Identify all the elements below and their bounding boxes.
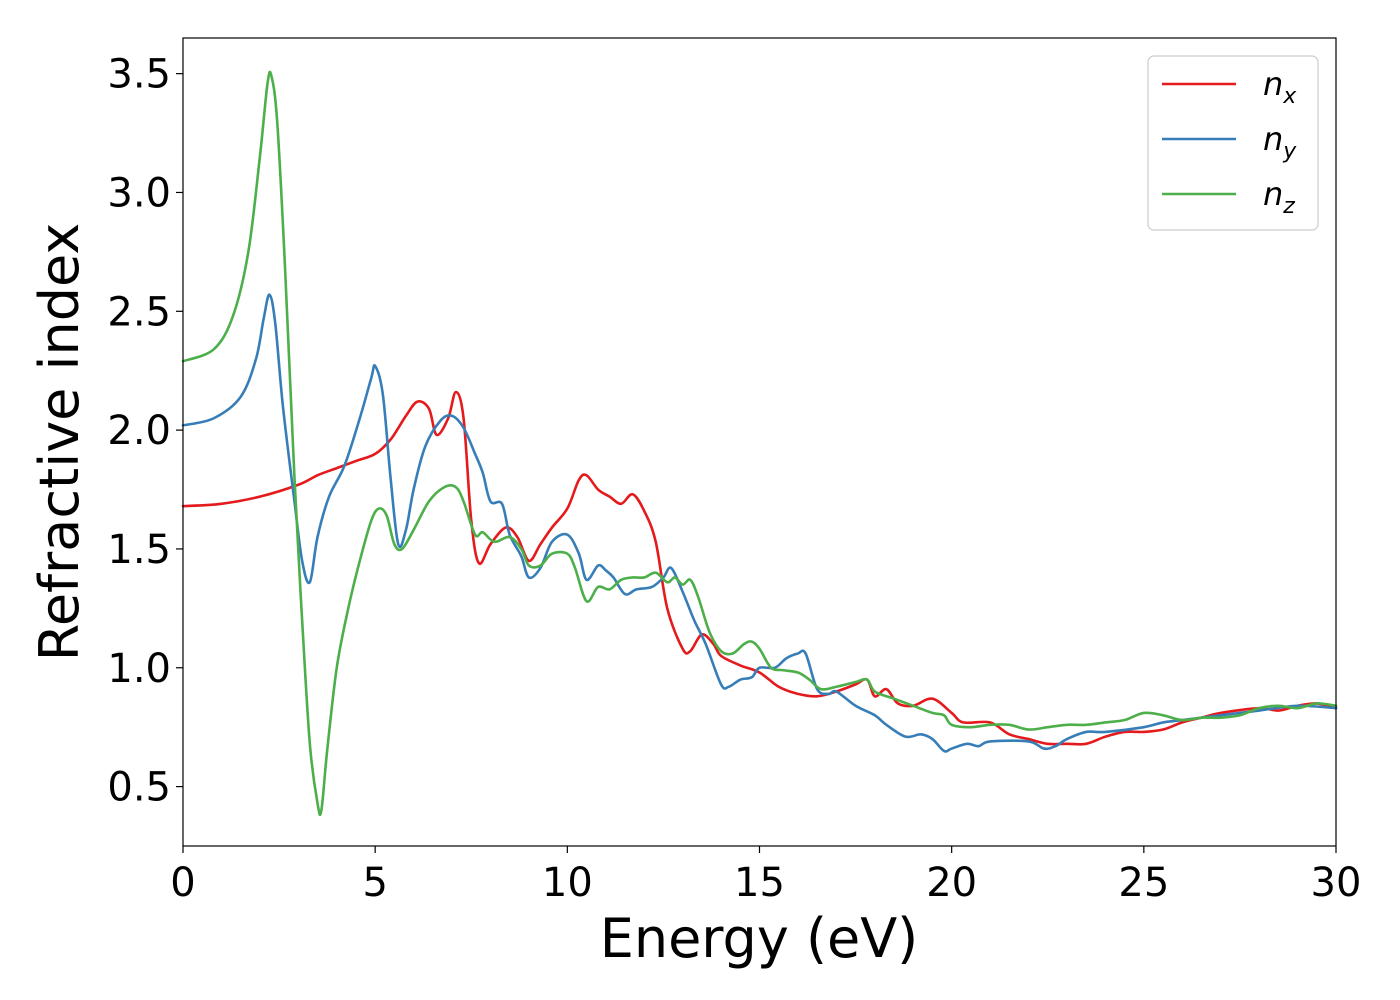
y-tick-label: 0.5 xyxy=(107,765,171,811)
series-layer xyxy=(181,70,1338,817)
x-tick-label: 30 xyxy=(1311,860,1362,906)
y-tick-label: 1.5 xyxy=(107,527,171,573)
x-tick-label: 20 xyxy=(926,860,977,906)
legend-label-base: n xyxy=(1263,65,1283,103)
y-tick-label: 2.0 xyxy=(107,408,171,454)
legend-label-nx: nx xyxy=(1263,65,1297,109)
legend-label-ny: ny xyxy=(1263,120,1297,164)
plot-background xyxy=(183,38,1336,846)
x-tick-label: 5 xyxy=(362,860,387,906)
x-tick-label: 15 xyxy=(734,860,785,906)
legend-label-base: n xyxy=(1263,175,1283,213)
x-axis: 0 5 10 15 20 25 30 xyxy=(170,846,1361,906)
y-tick-label: 2.5 xyxy=(107,289,171,335)
series-line-nx xyxy=(181,390,1338,746)
legend-label-subscript: z xyxy=(1282,194,1295,219)
legend-label-subscript: x xyxy=(1282,84,1297,109)
x-tick-label: 0 xyxy=(170,860,195,906)
legend-box xyxy=(1147,55,1319,231)
y-tick-label: 3.0 xyxy=(107,170,171,216)
series-line-ny xyxy=(181,293,1338,753)
x-tick-label: 10 xyxy=(542,860,593,906)
x-axis-title: Energy (eV) xyxy=(600,907,919,970)
series-line-nz xyxy=(181,70,1338,817)
y-axis: 0.5 1.0 1.5 2.0 2.5 3.0 3.5 xyxy=(107,52,183,811)
legend-label-base: n xyxy=(1263,120,1283,158)
legend-label-nz: nz xyxy=(1263,175,1295,219)
x-tick-label: 25 xyxy=(1118,860,1169,906)
y-tick-label: 3.5 xyxy=(107,52,171,98)
y-tick-label: 1.0 xyxy=(107,646,171,692)
y-axis-title: Refractive index xyxy=(28,223,91,662)
legend-label-subscript: y xyxy=(1282,139,1297,164)
